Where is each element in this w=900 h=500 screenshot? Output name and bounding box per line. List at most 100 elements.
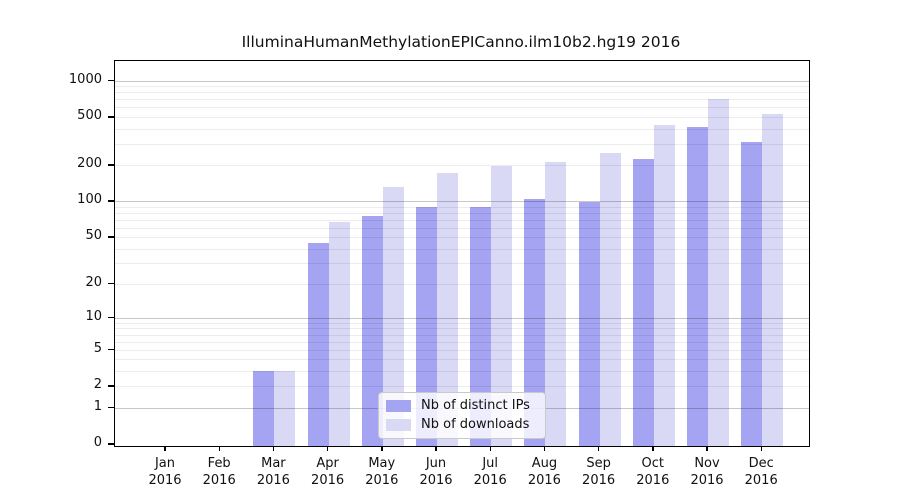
- x-tick-mark: [164, 446, 166, 451]
- bar-nb-of-downloads: [437, 172, 458, 446]
- plot-area: Nb of distinct IPs Nb of downloads: [114, 60, 810, 447]
- x-tick-month: Oct: [641, 456, 665, 471]
- x-tick-mark: [435, 446, 437, 451]
- y-tick-mark: [108, 282, 114, 285]
- x-tick-label-oct: Oct 2016: [625, 455, 681, 489]
- legend-label-downloads: Nb of downloads: [421, 417, 530, 432]
- x-tick-mark: [652, 446, 654, 451]
- bar-nb-of-downloads: [762, 114, 784, 446]
- bar-nb-of-downloads: [328, 222, 350, 446]
- legend-row-downloads: Nb of downloads: [386, 417, 538, 432]
- y-tick-label: 1000: [68, 71, 102, 87]
- y-tick-label: 50: [85, 228, 102, 244]
- x-tick-month: Aug: [531, 456, 558, 471]
- x-tick-label-mar: Mar 2016: [245, 455, 301, 489]
- y-tick-label: 20: [85, 274, 102, 290]
- x-tick-year: 2016: [419, 473, 453, 488]
- y-tick-mark: [108, 348, 114, 351]
- x-tick-year: 2016: [365, 473, 399, 488]
- x-tick-year: 2016: [636, 473, 670, 488]
- x-tick-mark: [543, 446, 546, 451]
- x-tick-mark: [489, 446, 491, 451]
- x-tick-label-apr: Apr 2016: [300, 455, 356, 489]
- x-tick-mark: [272, 446, 275, 451]
- x-axis: Jan 2016 Feb 2016 Mar 2016 Apr 2016 May 2016 Jun 20…: [114, 445, 808, 500]
- x-tick-label-aug: Aug 2016: [516, 455, 572, 489]
- bar-nb-of-downloads: [599, 152, 621, 446]
- y-tick-label: 100: [77, 192, 102, 208]
- legend-label-distinct-ips: Nb of distinct IPs: [421, 398, 530, 413]
- y-tick-mark: [108, 406, 114, 408]
- bar-nb-of-downloads: [491, 166, 513, 446]
- bar-nb-of-distinct-ips: [307, 242, 329, 446]
- x-tick-mark: [706, 446, 708, 451]
- x-tick-mark: [326, 446, 329, 451]
- chart-title: IlluminaHumanMethylationEPICanno.ilm10b2…: [241, 33, 681, 51]
- x-tick-month: Jun: [425, 456, 447, 471]
- x-tick-label-jul: Jul 2016: [462, 455, 518, 489]
- y-tick-mark: [108, 443, 114, 445]
- x-tick-label-feb: Feb 2016: [191, 455, 247, 489]
- x-tick-label-dec: Dec 2016: [733, 455, 789, 489]
- x-tick-year: 2016: [473, 473, 507, 488]
- x-tick-year: 2016: [148, 473, 182, 488]
- y-tick-mark: [108, 79, 114, 82]
- y-tick-label: 0: [93, 435, 102, 450]
- y-tick-mark: [108, 164, 114, 166]
- x-tick-mark: [381, 446, 383, 451]
- y-tick-mark: [108, 116, 114, 118]
- x-tick-label-jun: Jun 2016: [408, 455, 464, 489]
- y-tick-mark: [108, 236, 114, 238]
- x-tick-label-sep: Sep 2016: [571, 455, 627, 489]
- bar-nb-of-downloads: [274, 371, 296, 446]
- bar-nb-of-downloads: [708, 99, 729, 446]
- y-tick-label: 5: [93, 340, 102, 356]
- x-tick-month: Jul: [482, 456, 499, 471]
- x-tick-month: Jan: [154, 456, 176, 471]
- bar-nb-of-downloads: [545, 161, 567, 446]
- x-tick-label-jan: Jan 2016: [137, 455, 193, 489]
- legend-row-distinct-ips: Nb of distinct IPs: [386, 398, 538, 413]
- x-tick-month: Feb: [207, 456, 231, 471]
- y-tick-label: 2: [93, 377, 102, 393]
- bars-layer: [115, 61, 809, 446]
- x-tick-year: 2016: [582, 473, 616, 488]
- x-tick-mark: [597, 446, 600, 451]
- bar-nb-of-distinct-ips: [416, 207, 437, 446]
- x-tick-year: 2016: [311, 473, 345, 488]
- x-tick-year: 2016: [256, 473, 290, 488]
- y-tick-label: 500: [77, 108, 102, 123]
- bar-nb-of-distinct-ips: [361, 216, 383, 446]
- y-tick-mark: [108, 200, 114, 202]
- x-tick-month: Nov: [694, 456, 720, 471]
- bar-nb-of-distinct-ips: [578, 202, 600, 446]
- legend: Nb of distinct IPs Nb of downloads: [378, 392, 546, 439]
- y-tick-label: 10: [85, 308, 102, 324]
- y-tick-mark: [108, 385, 114, 387]
- bar-nb-of-distinct-ips: [470, 207, 492, 446]
- x-tick-year: 2016: [202, 473, 236, 488]
- x-tick-year: 2016: [527, 473, 561, 488]
- x-tick-year: 2016: [744, 473, 778, 488]
- x-tick-month: May: [368, 456, 396, 471]
- bar-nb-of-distinct-ips: [524, 198, 546, 446]
- y-tick-label: 200: [77, 156, 102, 171]
- bar-nb-of-distinct-ips: [741, 141, 763, 446]
- y-axis: 0 1 2 5 10 20 50 100 200 500 1000: [0, 60, 114, 450]
- bar-nb-of-distinct-ips: [253, 371, 275, 446]
- bar-nb-of-distinct-ips: [687, 127, 708, 446]
- x-tick-label-may: May 2016: [354, 455, 410, 489]
- x-tick-month: Apr: [316, 456, 339, 471]
- x-tick-month: Sep: [586, 456, 611, 471]
- x-tick-mark: [218, 446, 220, 451]
- bar-nb-of-downloads: [653, 124, 675, 446]
- x-tick-year: 2016: [690, 473, 724, 488]
- legend-swatch-downloads-icon: [386, 418, 411, 431]
- x-tick-month: Mar: [261, 456, 286, 471]
- x-tick-month: Dec: [748, 456, 774, 471]
- x-tick-mark: [760, 446, 762, 451]
- y-tick-mark: [108, 316, 114, 319]
- bar-nb-of-downloads: [382, 187, 404, 446]
- y-tick-label: 1: [93, 398, 102, 414]
